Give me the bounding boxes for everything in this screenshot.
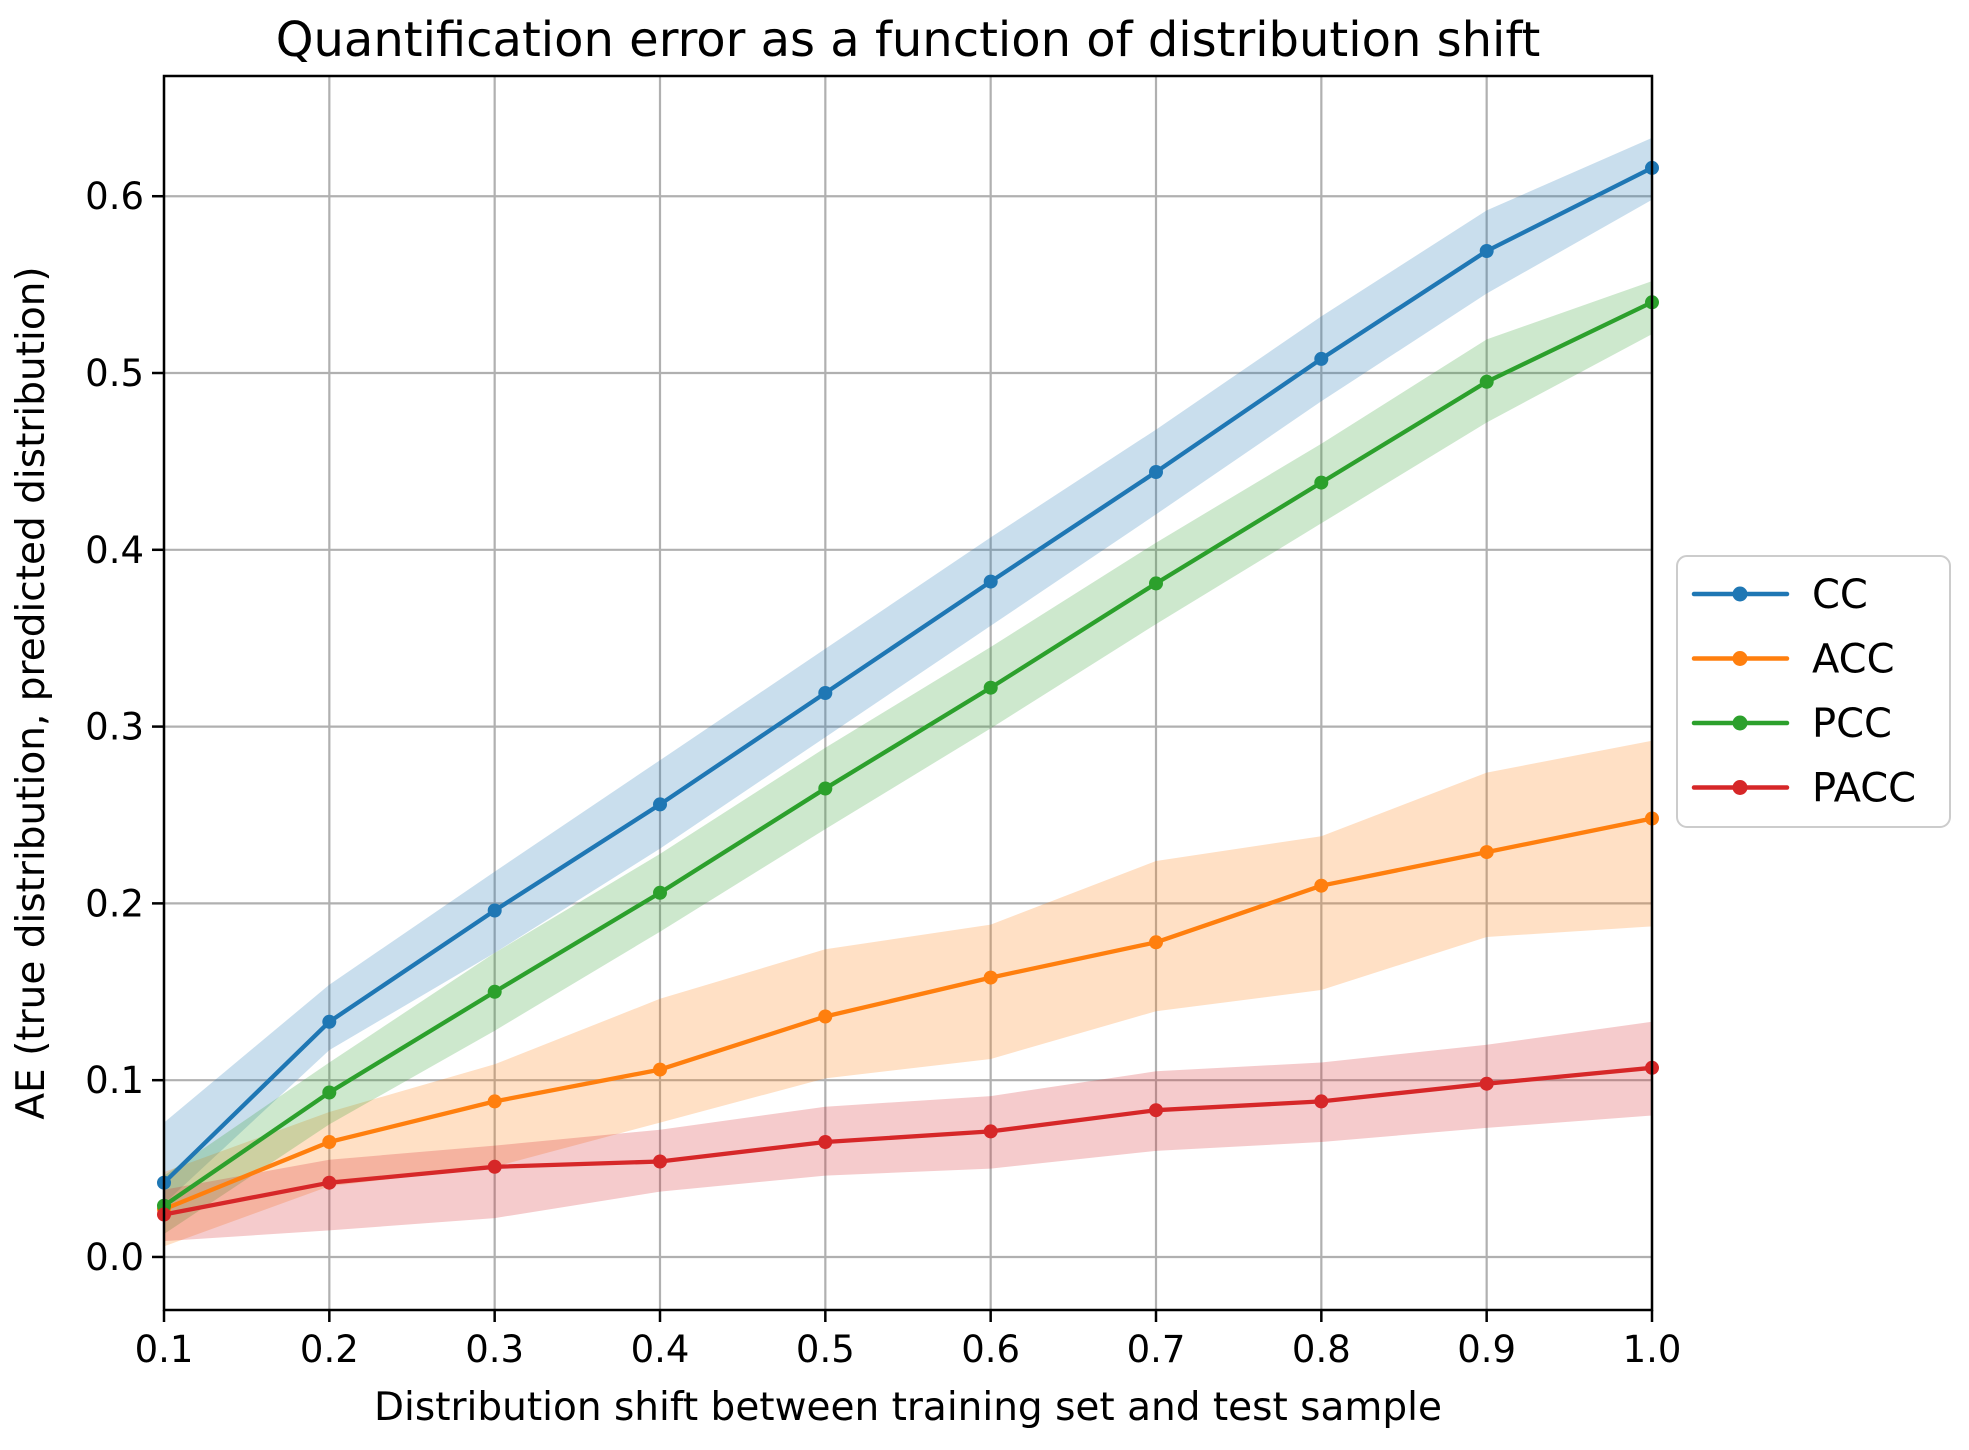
cc-marker (1479, 244, 1494, 258)
x-tick-label: 0.9 (1457, 1328, 1516, 1371)
plot-background (164, 76, 1652, 1310)
acc-marker (1314, 878, 1329, 893)
legend-label-pcc: PCC (1812, 701, 1892, 747)
y-axis-label: AE (true distribution, predicted distrib… (9, 266, 54, 1119)
pacc-marker (818, 1135, 833, 1149)
pacc-marker (1479, 1076, 1494, 1091)
cc-marker (1149, 465, 1163, 479)
legend-box (1676, 555, 1951, 828)
cc-marker (487, 903, 502, 918)
pcc-marker (1314, 475, 1329, 490)
pacc-marker (1314, 1094, 1329, 1109)
x-tick-label: 0.8 (1292, 1328, 1351, 1371)
y-tick-label: 0.5 (85, 352, 144, 395)
pcc-marker (1149, 576, 1163, 591)
x-tick-label: 0.4 (631, 1328, 690, 1371)
pcc-marker (653, 885, 667, 900)
y-tick-label: 0.0 (85, 1236, 144, 1279)
pcc-marker (1479, 374, 1494, 389)
pacc-marker (487, 1159, 502, 1174)
acc-marker (653, 1062, 667, 1077)
bands-layer (164, 137, 1652, 1247)
cc-marker (653, 797, 667, 812)
legend-marker-pcc (1732, 715, 1748, 731)
y-tick-label: 0.2 (85, 882, 144, 925)
acc-marker (818, 1009, 833, 1024)
cc-marker (322, 1014, 337, 1029)
legend-marker-cc (1732, 586, 1748, 602)
cc-marker (983, 574, 998, 589)
acc-marker (983, 970, 998, 985)
cc-band (164, 137, 1652, 1204)
legend-label-acc: ACC (1812, 637, 1895, 683)
pcc-marker (322, 1085, 337, 1100)
axes-layer: 0.1 0.2 0.3 0.4 0.5 0.6 0.7 0.8 0.9 1.0 0.0 0.1 0.2 0… (85, 74, 1682, 1371)
legend-item-acc: ACC (1691, 637, 1895, 683)
x-tick-label: 0.5 (796, 1328, 855, 1371)
cc-marker (818, 686, 833, 700)
acc-marker (1149, 935, 1163, 950)
pcc-band (164, 281, 1652, 1235)
lines-layer (157, 160, 1659, 1222)
x-tick-label: 0.7 (1127, 1328, 1186, 1371)
y-tick-label: 0.1 (85, 1059, 144, 1102)
pacc-marker (1149, 1103, 1163, 1118)
pacc-band (164, 1021, 1652, 1242)
x-axis-label: Distribution shift between training set … (374, 1385, 1442, 1430)
pcc-marker (818, 781, 833, 796)
legend-item-pcc: PCC (1691, 701, 1892, 747)
legend-label-cc: CC (1812, 572, 1868, 618)
legend-item-pacc: PACC (1691, 766, 1916, 812)
y-tick-label: 0.6 (85, 175, 144, 218)
cc-line (161, 165, 1655, 1185)
cc-marker (1314, 351, 1329, 366)
x-tick-label: 0.2 (300, 1328, 359, 1371)
chart-title: Quantification error as a function of di… (276, 12, 1541, 68)
x-tick-label: 0.3 (465, 1328, 524, 1371)
y-tick-label: 0.3 (85, 706, 144, 749)
x-tick-label: 0.6 (961, 1328, 1020, 1371)
legend-item-cc: CC (1691, 572, 1868, 618)
pacc-marker (322, 1175, 337, 1190)
legend-marker-pacc (1732, 780, 1748, 795)
legend-marker-acc (1732, 651, 1748, 666)
pcc-line (161, 300, 1655, 1208)
legend-label-pacc: PACC (1812, 766, 1916, 812)
acc-marker (322, 1135, 337, 1149)
acc-line (161, 816, 1655, 1212)
pacc-line (161, 1065, 1655, 1217)
pcc-marker (487, 984, 502, 999)
acc-band (164, 740, 1652, 1247)
pcc-marker (983, 680, 998, 695)
y-tick-label: 0.4 (85, 529, 144, 572)
x-tick-label: 0.1 (135, 1328, 194, 1371)
acc-marker (1479, 845, 1494, 860)
pacc-marker (653, 1154, 667, 1169)
acc-marker (487, 1094, 502, 1109)
legend: CC ACC PCC PACC (1676, 555, 1951, 828)
plot-border (162, 74, 1654, 1312)
pacc-marker (983, 1124, 998, 1139)
x-tick-label: 1.0 (1623, 1328, 1682, 1371)
